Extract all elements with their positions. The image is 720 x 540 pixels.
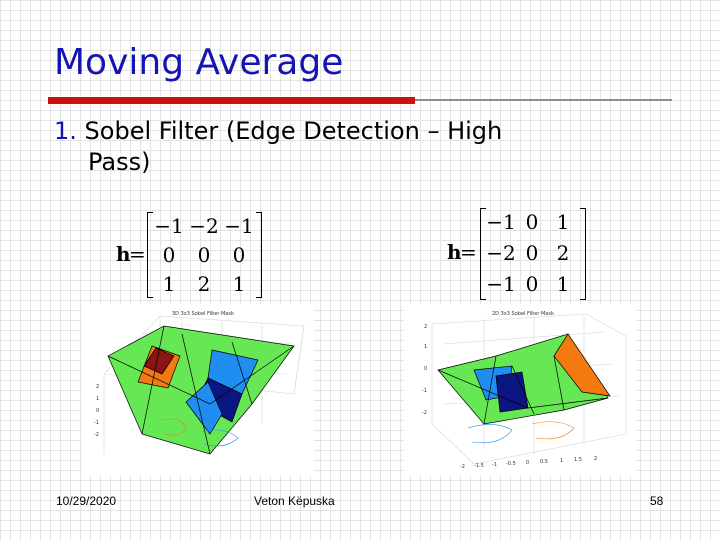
surface-plot-left-ytick: 0: [96, 408, 99, 414]
surface-plot-left-ytick: -1: [94, 420, 99, 426]
matrix-right-cell: 1: [556, 210, 570, 234]
surface-plot-right: 2D 3x3 Sobel Filter Mask 2 1 0 -1 -2 -2 …: [404, 304, 636, 476]
matrix-left-cell: 0: [162, 243, 176, 267]
bullet-text-line2: Pass): [88, 148, 151, 176]
matrix-right-cell: −1: [486, 210, 516, 234]
surface-plot-left-ytick: -2: [94, 432, 99, 438]
matrix-left-cell: 1: [162, 272, 176, 296]
title-underline-gray: [415, 99, 672, 101]
surface-plot-right-xtick: -1.5: [474, 463, 484, 469]
matrix-right-equals: =: [460, 240, 477, 264]
matrix-left: h = −1 −2 −1 0 0 0 1 2 1: [116, 208, 268, 300]
matrix-right-cell: −1: [486, 272, 516, 296]
surface-plot-right-xtick: 2: [594, 456, 597, 462]
matrix-left-cell: −2: [189, 214, 219, 238]
surface-plot-right-title: 2D 3x3 Sobel Filter Mask: [492, 311, 554, 317]
matrix-left-equals: =: [129, 242, 146, 266]
matrix-right-bracket-right: [580, 208, 586, 300]
matrix-left-cell: −1: [154, 214, 184, 238]
matrix-right-cell: 0: [525, 210, 539, 234]
surface-plot-right-ytick: 0: [424, 366, 427, 372]
matrix-left-bracket-left: [147, 212, 153, 298]
surface-plot-left-title: 3D 3x3 Sobel Filter Mask: [172, 311, 234, 317]
matrix-left-label: h: [116, 242, 131, 266]
matrix-left-cell: 1: [232, 272, 246, 296]
surface-plot-right-xtick: -1: [492, 462, 497, 468]
matrix-right-cell: 0: [525, 272, 539, 296]
matrix-right-cell: 0: [525, 241, 539, 265]
surface-plot-left: 3D 3x3 Sobel Filter Mask 2 1 0 -1 -2: [82, 304, 314, 476]
matrix-right: h = −1 0 1 −2 0 2 −1 0 1: [447, 204, 597, 300]
slide-title: Moving Average: [54, 42, 344, 83]
surface-plot-right-ytick: 1: [424, 344, 427, 350]
matrix-right-cell: 2: [556, 241, 570, 265]
matrix-left-cell: 2: [197, 272, 211, 296]
surface-plot-right-xtick: 1: [560, 458, 563, 464]
surface-plot-right-ytick: 2: [424, 324, 427, 330]
surface-plot-right-xtick: 1.5: [574, 457, 582, 463]
surface-plot-left-ytick: 1: [96, 396, 99, 402]
surface-plot-right-svg: 2D 3x3 Sobel Filter Mask 2 1 0 -1 -2 -2 …: [422, 311, 627, 470]
surface-plot-right-xtick: -2: [460, 464, 465, 470]
matrix-right-bracket-left: [480, 208, 486, 300]
matrix-right-label: h: [447, 240, 462, 264]
surface-plot-left-ytick: 2: [96, 384, 99, 390]
surface-plot-right-ytick: -2: [422, 410, 427, 416]
matrix-left-cell: −1: [224, 214, 254, 238]
matrix-left-cell: 0: [232, 243, 246, 267]
footer-page-number: 58: [650, 494, 664, 508]
footer-date: 10/29/2020: [56, 494, 117, 508]
bullet-number: 1.: [54, 117, 77, 145]
bullet-item: 1. Sobel Filter (Edge Detection – High P…: [54, 116, 654, 178]
matrix-left-cell: 0: [197, 243, 211, 267]
bullet-text-line1: Sobel Filter (Edge Detection – High: [84, 117, 503, 145]
surface-plot-right-xtick: 0.5: [540, 459, 548, 465]
matrix-left-bracket-right: [256, 212, 262, 298]
title-underline-red: [48, 97, 415, 104]
matrix-right-cell: 1: [556, 272, 570, 296]
surface-plot-right-ytick: -1: [422, 388, 427, 394]
surface-plot-right-xtick: -0.5: [506, 461, 516, 467]
surface-plot-left-svg: 3D 3x3 Sobel Filter Mask 2 1 0 -1 -2: [94, 311, 305, 455]
surface-plot-right-xtick: 0: [526, 460, 529, 466]
footer-author: Veton Këpuska: [254, 494, 335, 508]
matrix-right-cell: −2: [486, 241, 516, 265]
